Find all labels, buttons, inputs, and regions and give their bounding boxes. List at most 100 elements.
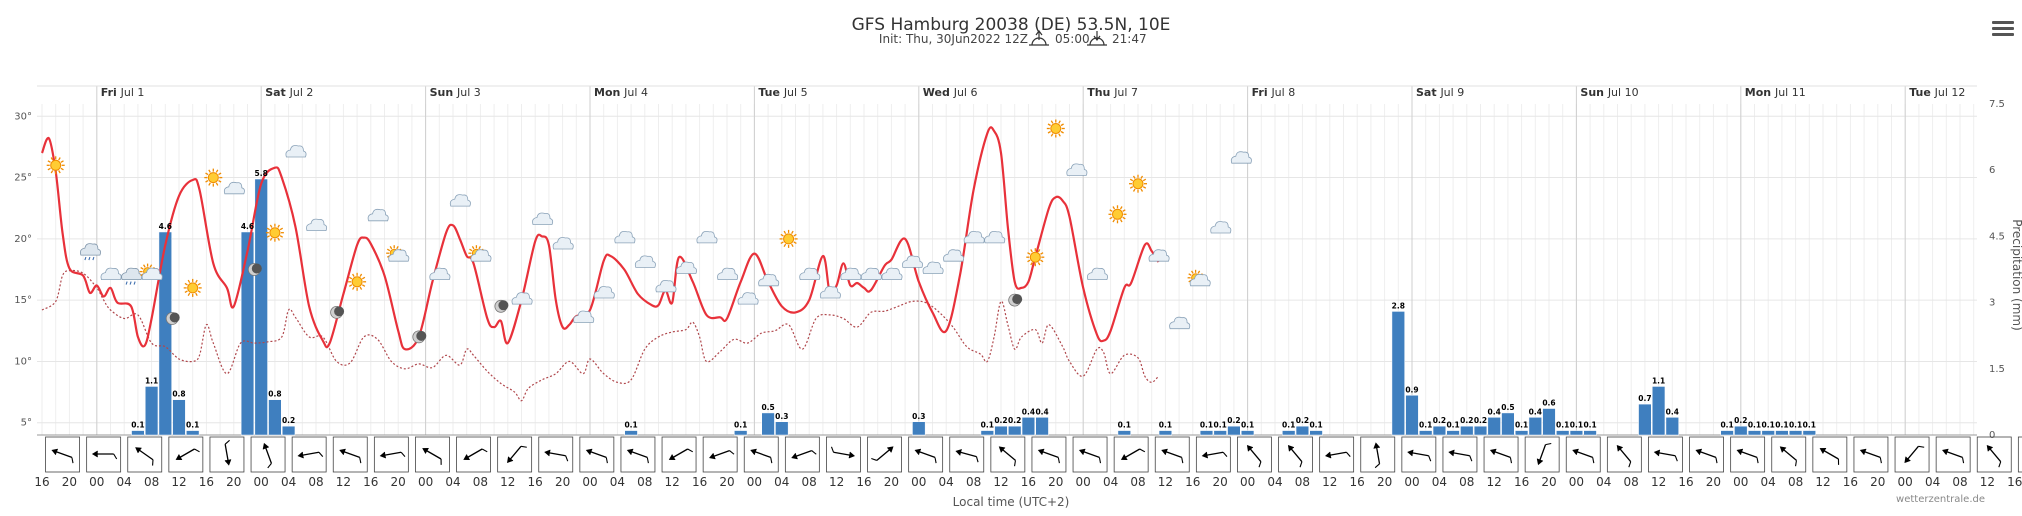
wind-arrow	[135, 447, 154, 466]
precip-label: 0.2	[1296, 416, 1309, 425]
sun-icon	[204, 168, 223, 187]
moon-icon	[247, 263, 262, 276]
wind-arrow	[262, 442, 273, 469]
x-tick-hour: 08	[1295, 475, 1310, 489]
precip-bar	[1227, 425, 1241, 436]
wind-arrow	[224, 439, 232, 466]
precip-bar	[282, 425, 296, 436]
wind-cell	[415, 436, 450, 473]
wind-cell	[702, 436, 738, 473]
precip-label: 0.1	[1241, 421, 1254, 430]
cloud-icon	[758, 273, 780, 287]
x-tick-hour: 08	[1952, 475, 1967, 489]
wind-cell	[1237, 436, 1272, 473]
y-tick-left: 25°	[14, 173, 32, 184]
sun-icon	[348, 272, 367, 291]
x-tick-hour: 12	[1322, 475, 1337, 489]
sun-icon	[779, 229, 798, 248]
precip-bar	[131, 430, 145, 436]
x-tick-hour: 20	[62, 475, 77, 489]
wind-cell	[1113, 436, 1149, 473]
wind-cell	[1689, 436, 1724, 473]
sunrise-icon	[1029, 30, 1049, 46]
x-tick-hour: 16	[692, 475, 707, 489]
wind-arrow	[1161, 448, 1184, 464]
precip-bar	[1775, 430, 1789, 436]
precip-bar	[172, 399, 186, 436]
wind-cell	[1278, 436, 1313, 473]
sun-cloud-icon	[139, 263, 163, 281]
wind-cell	[1442, 436, 1478, 473]
day-label: Mon Jul 11	[1745, 86, 1806, 99]
x-tick-hour: 04	[1267, 475, 1282, 489]
precip-bar	[1761, 430, 1775, 436]
x-tick-hour: 16	[856, 475, 871, 489]
precip-bar	[1473, 425, 1488, 436]
cloud-icon	[1230, 151, 1252, 164]
cloud-icon	[449, 194, 471, 207]
wind-cell	[1771, 436, 1807, 473]
y-tick-left: 15°	[14, 295, 32, 306]
precip-label: 0.1	[1720, 421, 1733, 430]
precip-bar	[1309, 430, 1323, 436]
wind-cell	[826, 436, 861, 473]
precip-bar	[158, 231, 172, 436]
precip-bar	[254, 178, 268, 436]
plot-area	[37, 104, 1977, 435]
wind-cell	[661, 436, 697, 473]
sun-cloud-icon	[468, 245, 492, 262]
x-tick-hour: 12	[1487, 475, 1502, 489]
wind-cell	[86, 436, 122, 473]
x-tick-hour: 04	[281, 475, 296, 489]
precip-bar	[1528, 417, 1542, 436]
wind-cell	[250, 436, 286, 473]
wind-arrow	[668, 448, 694, 460]
x-tick-hour: 12	[665, 475, 680, 489]
x-tick-hour: 00	[747, 475, 762, 489]
x-tick-hour: 16	[2007, 475, 2022, 489]
day-label: Wed Jul 6	[923, 86, 978, 99]
x-tick-hour: 12	[500, 475, 515, 489]
y-tick-right: 1.5	[1989, 364, 2005, 375]
precip-label: 0.7	[1638, 394, 1651, 403]
sun-icon	[1046, 119, 1065, 138]
precip-bar	[1542, 408, 1556, 436]
precip-label: 0.1	[1570, 421, 1583, 430]
wind-cell	[2017, 436, 2022, 473]
precip-label: 0.1	[1803, 421, 1816, 430]
temperature-line	[40, 126, 1160, 351]
precip-bar	[1405, 395, 1419, 436]
wind-arrow	[422, 448, 442, 465]
precip-label: 0.2	[1227, 416, 1240, 425]
cloud-rain-icon	[80, 243, 101, 261]
wind-cell	[908, 436, 944, 473]
sunrise-time: 05:00	[1055, 32, 1090, 46]
cloud-icon	[1169, 316, 1191, 330]
precip-label: 0.1	[1159, 421, 1172, 430]
x-tick-hour: 08	[144, 475, 159, 489]
precip-label: 0.1	[1515, 421, 1528, 430]
wind-cell	[949, 436, 985, 473]
day-label: Tue Jul 5	[758, 86, 807, 99]
wind-cell	[1401, 436, 1437, 473]
x-tick-hour: 04	[117, 475, 132, 489]
day-label: Sun Jul 10	[1580, 86, 1638, 99]
x-tick-hour: 12	[1158, 475, 1173, 489]
precip-bar	[1734, 425, 1748, 436]
x-tick-hour: 12	[1815, 475, 1830, 489]
precip-label: 0.2	[1433, 416, 1446, 425]
cloud-icon	[1066, 163, 1088, 176]
precip-label: 0.4	[1488, 407, 1501, 416]
precip-bar	[1460, 425, 1474, 436]
precip-label: 0.5	[761, 403, 774, 412]
wind-arrow	[709, 449, 735, 460]
hamburger-menu-icon[interactable]	[1992, 18, 2014, 38]
wind-arrow	[1986, 444, 2002, 468]
precip-label: 0.1	[131, 421, 144, 430]
wind-arrow	[1695, 448, 1718, 464]
cloud-icon	[634, 255, 656, 268]
wind-cell	[209, 436, 245, 473]
x-tick-hour: 04	[1596, 475, 1611, 489]
precip-bar	[186, 430, 200, 436]
y-axis-right-title: Precipitation (mm)	[2010, 219, 2022, 331]
